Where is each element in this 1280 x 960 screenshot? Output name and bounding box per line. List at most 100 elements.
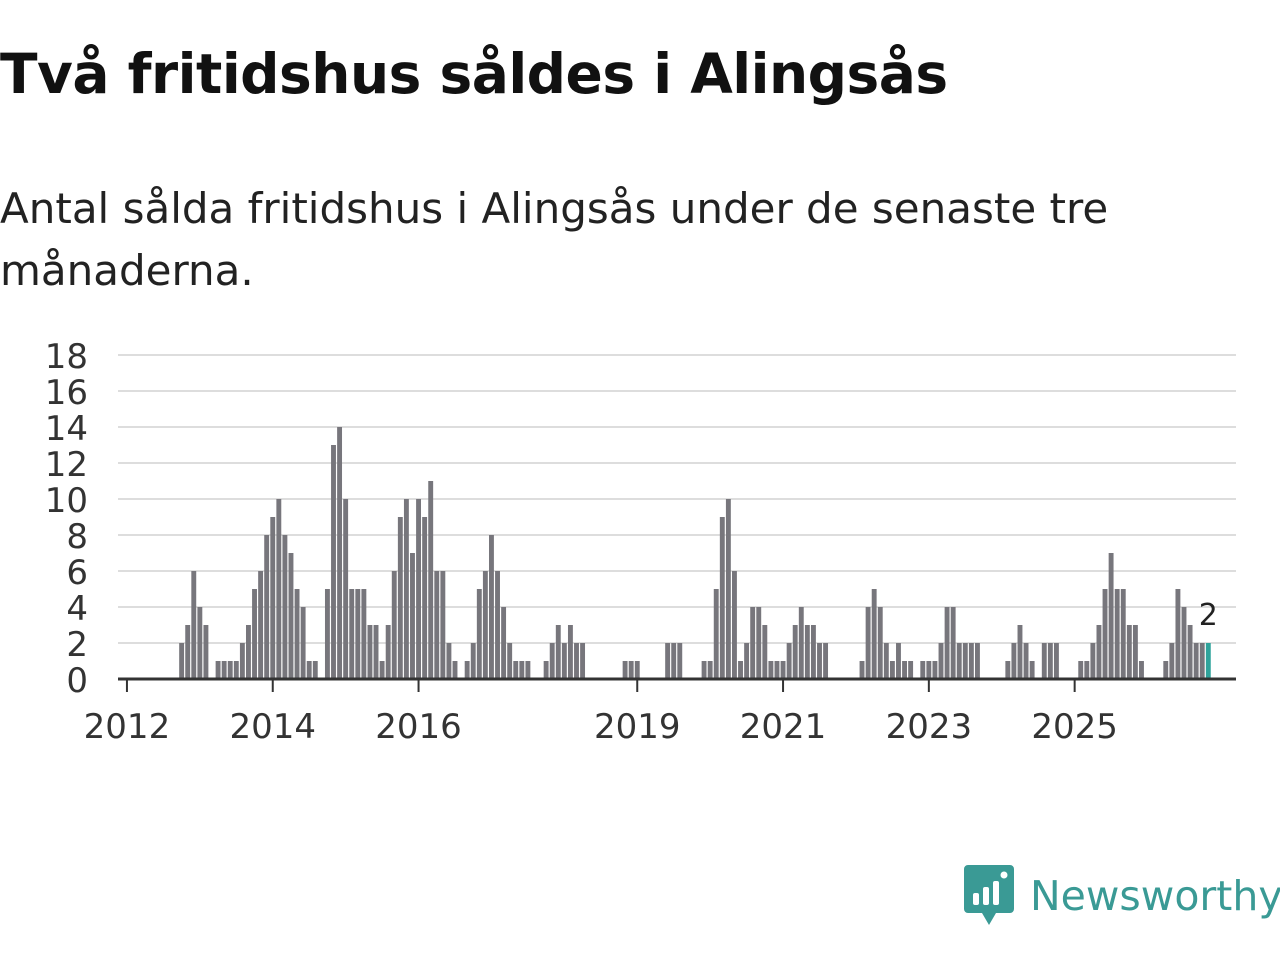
bar bbox=[1187, 625, 1193, 679]
bar bbox=[258, 571, 264, 679]
bar bbox=[938, 643, 944, 679]
bar bbox=[525, 661, 531, 679]
bar bbox=[1090, 643, 1096, 679]
bar bbox=[1139, 661, 1144, 679]
bar bbox=[883, 643, 889, 679]
newsworthy-brand[interactable]: Newsworthy bbox=[964, 864, 1280, 928]
bar bbox=[1023, 643, 1029, 679]
bar bbox=[1193, 643, 1199, 679]
bar bbox=[385, 625, 391, 679]
bar bbox=[379, 661, 385, 679]
bar bbox=[1011, 643, 1017, 679]
bar bbox=[464, 661, 470, 679]
bar bbox=[950, 607, 956, 679]
bar bbox=[324, 589, 330, 679]
bar bbox=[719, 517, 725, 679]
bar bbox=[349, 589, 355, 679]
bar bbox=[1199, 643, 1205, 679]
bar bbox=[270, 517, 276, 679]
bar bbox=[1175, 589, 1181, 679]
bar bbox=[561, 643, 567, 679]
y-tick-label: 8 bbox=[66, 517, 88, 557]
bar bbox=[312, 661, 318, 679]
bar bbox=[877, 607, 883, 679]
bar-highlight bbox=[1205, 643, 1211, 679]
brand-name[interactable]: Newsworthy bbox=[1030, 871, 1280, 920]
bar bbox=[252, 589, 257, 679]
bar bbox=[549, 643, 555, 679]
bar bbox=[264, 535, 270, 679]
bar bbox=[1132, 625, 1138, 679]
chart-title: Två fritidshus såldes i Alingsås bbox=[0, 42, 948, 106]
bar bbox=[361, 589, 367, 679]
bar bbox=[932, 661, 938, 679]
bar bbox=[1163, 661, 1169, 679]
bar bbox=[1169, 643, 1175, 679]
bar bbox=[288, 553, 294, 679]
bar bbox=[440, 571, 446, 679]
bar bbox=[246, 625, 251, 679]
bar bbox=[185, 625, 191, 679]
bar bbox=[975, 643, 980, 679]
bar bbox=[470, 643, 476, 679]
x-tick-label: 2016 bbox=[375, 707, 462, 747]
bar bbox=[732, 571, 737, 679]
bar bbox=[622, 661, 628, 679]
bar bbox=[282, 535, 288, 679]
bar bbox=[495, 571, 500, 679]
bar bbox=[373, 625, 379, 679]
bar bbox=[1017, 625, 1023, 679]
bar bbox=[756, 607, 762, 679]
y-tick-label: 14 bbox=[45, 409, 88, 449]
bar bbox=[215, 661, 221, 679]
bar bbox=[750, 607, 756, 679]
bar bbox=[677, 643, 683, 679]
bar bbox=[768, 661, 774, 679]
bar bbox=[786, 643, 792, 679]
bar bbox=[482, 571, 488, 679]
bar bbox=[634, 661, 640, 679]
bar bbox=[331, 445, 336, 679]
bar bbox=[968, 643, 974, 679]
bar bbox=[1181, 607, 1187, 679]
bar bbox=[306, 661, 312, 679]
bar bbox=[294, 589, 300, 679]
bar bbox=[865, 607, 871, 679]
y-tick-label: 18 bbox=[45, 337, 88, 377]
bar bbox=[507, 643, 513, 679]
bar bbox=[1114, 589, 1120, 679]
bar bbox=[1096, 625, 1102, 679]
chart-subtitle: Antal sålda fritidshus i Alingsås under … bbox=[0, 184, 1109, 295]
bar bbox=[1102, 589, 1108, 679]
data-label-last: 2 bbox=[1199, 598, 1218, 633]
bar bbox=[798, 607, 804, 679]
bar bbox=[1084, 661, 1090, 679]
bar bbox=[908, 661, 914, 679]
bar bbox=[428, 481, 434, 679]
bar bbox=[962, 643, 968, 679]
bar bbox=[580, 643, 586, 679]
y-tick-label: 0 bbox=[66, 661, 88, 701]
y-tick-label: 4 bbox=[66, 589, 88, 629]
bar bbox=[543, 661, 549, 679]
bar bbox=[701, 661, 707, 679]
bar bbox=[920, 661, 926, 679]
bar bbox=[519, 661, 525, 679]
y-tick-label: 2 bbox=[66, 625, 88, 665]
newsworthy-logo-icon bbox=[964, 865, 1014, 925]
bar bbox=[1005, 661, 1011, 679]
bar bbox=[343, 499, 349, 679]
bar bbox=[197, 607, 203, 679]
bar bbox=[944, 607, 950, 679]
bar bbox=[817, 643, 822, 679]
bar bbox=[391, 571, 397, 679]
bar bbox=[810, 625, 816, 679]
bar bbox=[403, 499, 409, 679]
bar bbox=[203, 625, 209, 679]
bar bbox=[792, 625, 798, 679]
bar bbox=[179, 643, 185, 679]
bar bbox=[762, 625, 768, 679]
bar bbox=[555, 625, 561, 679]
bar bbox=[926, 661, 932, 679]
